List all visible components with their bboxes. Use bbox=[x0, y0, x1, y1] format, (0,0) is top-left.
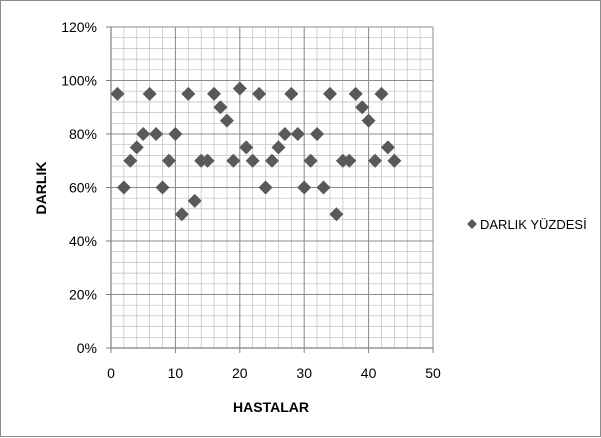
data-point bbox=[187, 193, 202, 208]
data-point bbox=[161, 153, 176, 168]
x-tick-label: 50 bbox=[425, 365, 441, 381]
data-point bbox=[277, 127, 292, 141]
data-point bbox=[110, 86, 125, 101]
data-point bbox=[284, 86, 299, 101]
data-point bbox=[232, 81, 247, 96]
legend-label: DARLIK YÜZDESİ bbox=[480, 217, 587, 232]
data-point bbox=[265, 153, 279, 168]
legend: DARLIK YÜZDESİ bbox=[467, 217, 587, 232]
data-point bbox=[329, 207, 344, 222]
x-axis-title: HASTALAR bbox=[233, 399, 309, 415]
data-point bbox=[297, 180, 312, 195]
y-axis-title: DARLIK bbox=[33, 162, 49, 215]
x-tick-label: 30 bbox=[296, 365, 312, 381]
data-point bbox=[181, 86, 196, 101]
x-tick-label: 0 bbox=[107, 365, 115, 381]
data-point bbox=[380, 140, 395, 155]
y-tick-label: 40% bbox=[69, 233, 97, 249]
data-point bbox=[342, 153, 357, 168]
data-point bbox=[213, 100, 228, 115]
y-tick-label: 60% bbox=[69, 180, 97, 196]
y-tick-label: 0% bbox=[77, 340, 97, 356]
data-point bbox=[174, 207, 189, 222]
data-point bbox=[355, 100, 370, 115]
data-point bbox=[310, 127, 325, 141]
legend-marker-diamond bbox=[467, 219, 477, 229]
x-tick-label: 20 bbox=[232, 365, 248, 381]
data-point bbox=[258, 180, 273, 195]
y-tick-label: 20% bbox=[69, 287, 97, 303]
y-tick-label: 100% bbox=[61, 73, 97, 89]
data-points bbox=[110, 81, 402, 222]
x-tick-label: 10 bbox=[168, 365, 184, 381]
x-tick-label: 40 bbox=[361, 365, 377, 381]
y-tick-label: 80% bbox=[69, 126, 97, 142]
data-point bbox=[290, 127, 305, 141]
y-tick-label: 120% bbox=[61, 19, 97, 35]
data-point bbox=[136, 127, 151, 141]
data-point bbox=[361, 113, 376, 128]
data-point bbox=[303, 153, 318, 168]
data-point bbox=[226, 153, 241, 168]
data-point bbox=[219, 113, 234, 128]
data-point bbox=[168, 127, 183, 141]
data-point bbox=[142, 86, 157, 101]
data-point bbox=[155, 180, 170, 195]
data-point bbox=[271, 140, 286, 155]
data-point bbox=[123, 153, 138, 168]
data-point bbox=[200, 153, 215, 168]
data-point bbox=[316, 180, 331, 195]
data-point bbox=[368, 153, 383, 168]
data-point bbox=[348, 86, 363, 101]
data-point bbox=[149, 127, 164, 141]
data-point bbox=[245, 153, 260, 168]
data-point bbox=[374, 86, 389, 101]
data-point bbox=[322, 86, 337, 101]
x-axis-ticks: 0 10 20 30 40 50 bbox=[107, 348, 441, 381]
y-axis-ticks: 0% 20% 40% 60% 80% 100% 120% bbox=[61, 19, 111, 356]
data-point bbox=[116, 180, 131, 195]
data-point bbox=[239, 140, 254, 155]
data-point bbox=[252, 86, 267, 101]
data-point bbox=[129, 140, 144, 155]
data-point bbox=[207, 86, 222, 101]
data-point bbox=[387, 153, 402, 168]
